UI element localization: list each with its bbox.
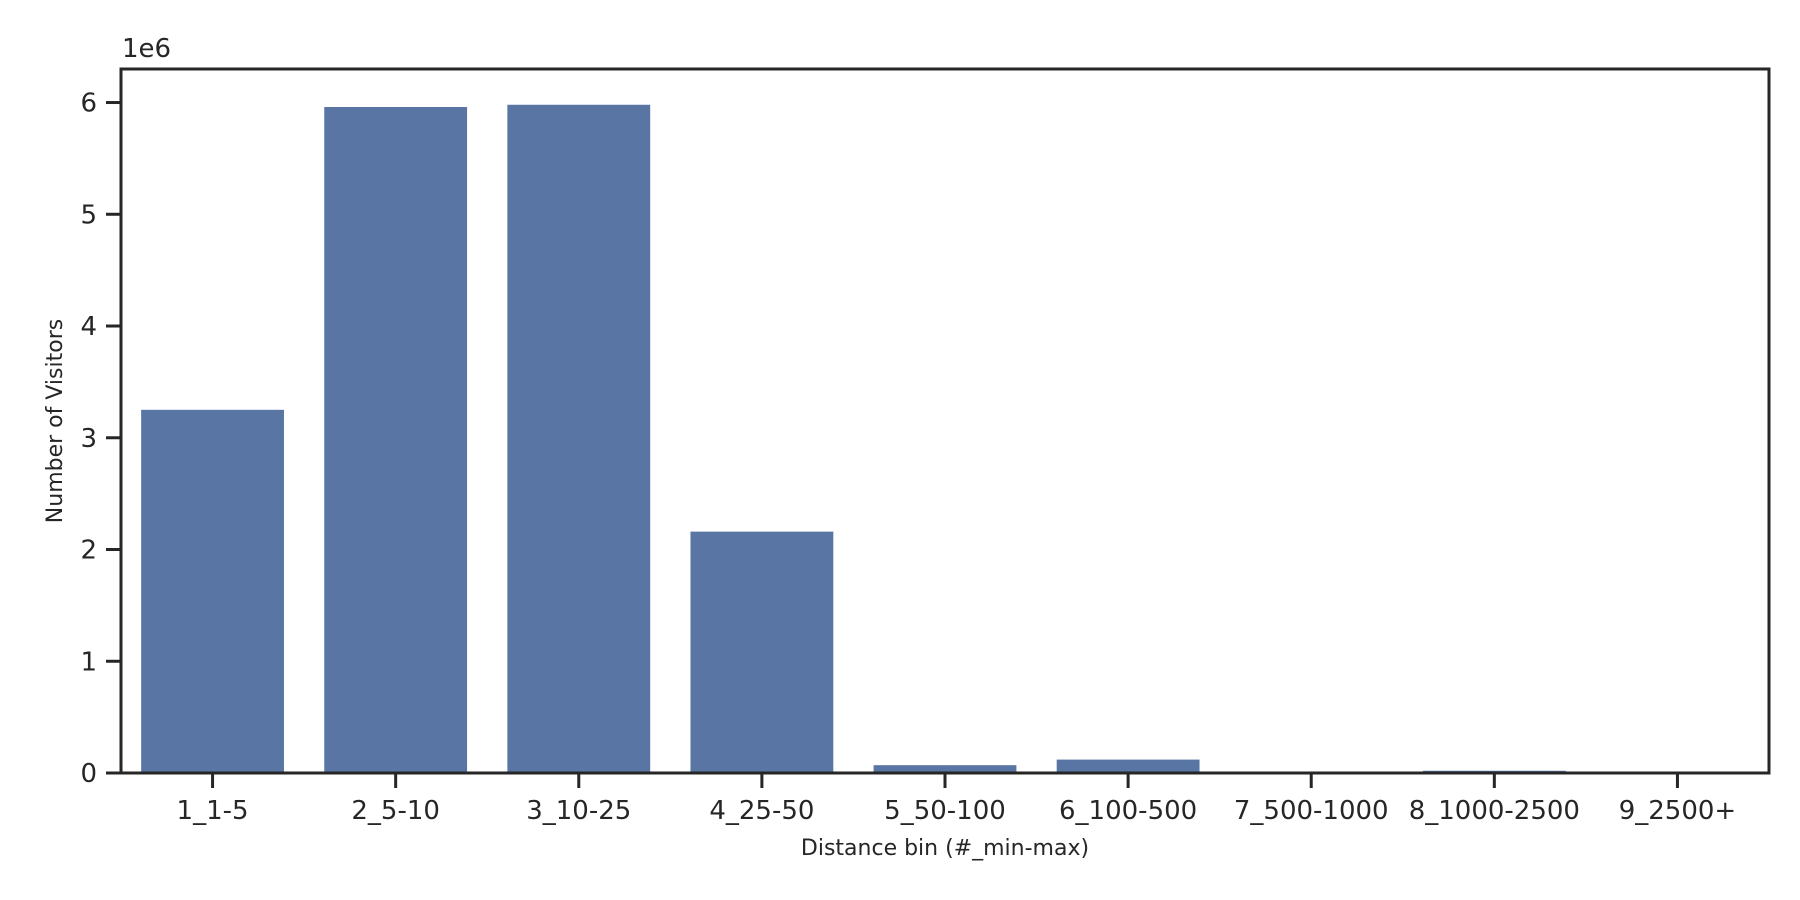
bar-6_100-500 [1056,759,1200,773]
x-tick-label: 6_100-500 [1059,796,1197,826]
x-tick-label: 1_1-5 [177,796,249,826]
y-tick-label: 6 [80,89,97,119]
x-tick-label: 4_25-50 [709,796,814,826]
bars-group [141,104,1749,773]
y-scale-label: 1e6 [122,34,171,64]
x-tick-label: 5_50-100 [884,796,1006,826]
bar-4_25-50 [690,531,834,773]
x-axis: 1_1-5 2_5-10 3_10-25 4_25-50 5_50-100 6_100-5… [177,773,1737,826]
x-tick-label: 9_2500+ [1619,796,1737,826]
y-tick-label: 3 [80,424,97,454]
bar-3_10-25 [507,104,651,773]
y-tick-label: 0 [80,759,97,789]
x-tick-label: 8_1000-2500 [1409,796,1580,826]
bar-5_50-100 [873,765,1017,773]
x-tick-label: 3_10-25 [526,796,631,826]
bar-2_5-10 [324,106,468,773]
y-tick-label: 1 [80,647,97,677]
x-axis-title: Distance bin (#_min-max) [801,836,1089,861]
y-tick-label: 5 [80,200,97,230]
y-tick-label: 4 [80,312,97,342]
y-tick-label: 2 [80,536,97,566]
y-axis-title: Number of Visitors [43,319,68,523]
x-tick-label: 7_500-1000 [1234,796,1389,826]
x-tick-label: 2_5-10 [351,796,440,826]
plot-frame [119,67,1771,775]
bar-1_1-5 [141,409,284,773]
y-axis: 0 1 2 3 4 5 6 [80,89,121,789]
